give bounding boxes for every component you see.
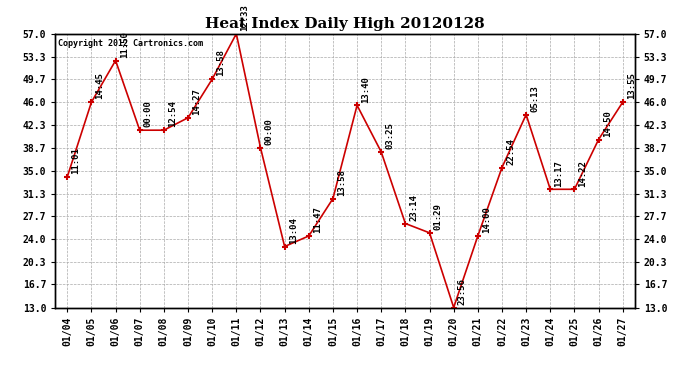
- Text: 11:50: 11:50: [120, 31, 129, 58]
- Text: 03:25: 03:25: [386, 122, 395, 149]
- Text: 14:50: 14:50: [603, 110, 612, 137]
- Text: 13:55: 13:55: [627, 72, 636, 99]
- Text: 13:58: 13:58: [217, 50, 226, 76]
- Text: 05:13: 05:13: [531, 85, 540, 112]
- Text: 13:58: 13:58: [337, 169, 346, 196]
- Text: 01:29: 01:29: [434, 203, 443, 230]
- Text: 14:00: 14:00: [482, 206, 491, 233]
- Text: 12:54: 12:54: [168, 100, 177, 128]
- Text: 14:27: 14:27: [193, 88, 201, 115]
- Text: 11:01: 11:01: [72, 147, 81, 174]
- Text: 12:33: 12:33: [241, 4, 250, 31]
- Text: 00:00: 00:00: [144, 100, 153, 128]
- Text: 22:54: 22:54: [506, 138, 515, 165]
- Text: 00:00: 00:00: [265, 118, 274, 145]
- Text: 13:17: 13:17: [555, 160, 564, 186]
- Text: 13:04: 13:04: [289, 217, 298, 244]
- Text: Copyright 2012 Cartronics.com: Copyright 2012 Cartronics.com: [58, 39, 203, 48]
- Title: Heat Index Daily High 20120128: Heat Index Daily High 20120128: [205, 17, 485, 31]
- Text: 14:45: 14:45: [96, 72, 105, 99]
- Text: 11:47: 11:47: [313, 206, 322, 233]
- Text: 13:40: 13:40: [362, 76, 371, 102]
- Text: 14:22: 14:22: [579, 160, 588, 186]
- Text: 23:14: 23:14: [410, 194, 419, 221]
- Text: 23:56: 23:56: [458, 278, 467, 305]
